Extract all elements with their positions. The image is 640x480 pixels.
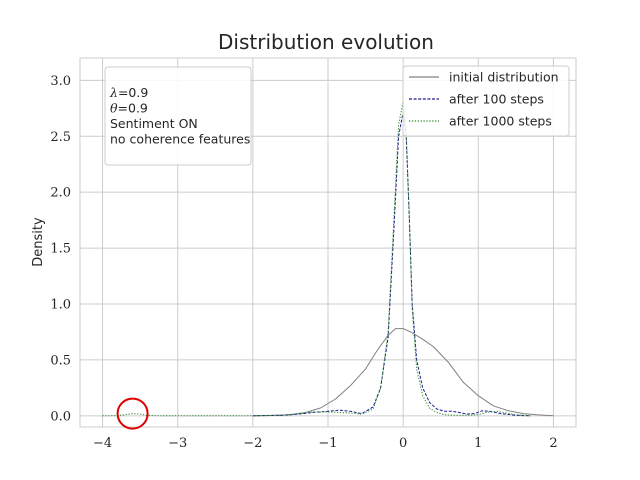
y-tick-label: 2.5: [50, 130, 71, 145]
x-tick-label: −2: [243, 436, 262, 451]
annotation-line: λ=0.9: [109, 85, 148, 100]
y-tick-label: 1.0: [50, 298, 71, 313]
y-tick-labels: 0.0 0.5 1.0 1.5 2.0 2.5 3.0: [50, 74, 71, 424]
y-axis-label: Density: [31, 217, 46, 267]
y-tick-label: 1.5: [50, 242, 71, 257]
highlight-circle: [116, 397, 149, 430]
y-tick-label: 0.0: [50, 409, 71, 424]
x-tick-label: 2: [549, 436, 557, 451]
x-tick-label: −1: [318, 436, 337, 451]
x-tick-label: −3: [168, 436, 187, 451]
legend-label: after 100 steps: [449, 92, 544, 107]
series-line-1: [252, 328, 554, 417]
legend-label: initial distribution: [449, 70, 559, 85]
annotation-line: θ=0.9: [110, 101, 148, 116]
legend-label: after 1000 steps: [449, 114, 552, 129]
series-line-3: [102, 100, 531, 417]
annotation-line: no coherence features: [110, 132, 250, 147]
annotation-line: Sentiment ON: [110, 116, 198, 131]
series-lines: [102, 100, 554, 417]
legend: initial distribution after 100 steps after…: [402, 65, 570, 137]
y-tick-label: 2.0: [50, 186, 71, 201]
x-tick-label: −4: [93, 436, 112, 451]
chart-title: Distribution evolution: [218, 30, 434, 54]
y-tick-label: 0.5: [50, 353, 71, 368]
y-tick-label: 3.0: [50, 74, 71, 89]
x-tick-label: 1: [474, 436, 482, 451]
x-tick-label: 0: [399, 436, 407, 451]
x-tick-labels: −4 −3 −2 −1 0 1 2: [93, 436, 558, 451]
